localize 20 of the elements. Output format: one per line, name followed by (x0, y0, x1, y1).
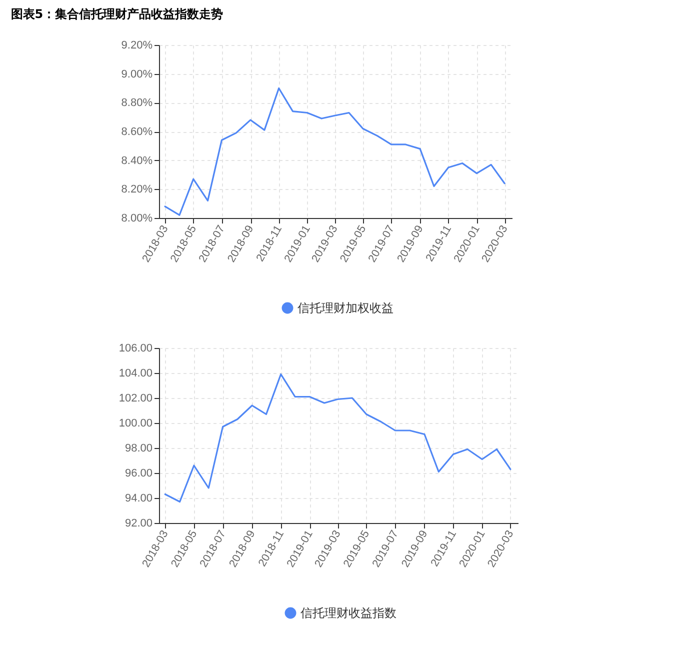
legend-label: 信托理财收益指数 (300, 606, 396, 620)
y-tick-label: 104.00 (118, 368, 152, 380)
y-tick-label: 8.60% (121, 126, 153, 138)
y-tick-label: 8.00% (121, 212, 153, 224)
line-series (164, 373, 512, 503)
line-series (164, 87, 506, 216)
y-tick-label: 9.00% (121, 68, 153, 80)
y-tick-label: 96.00 (124, 468, 152, 480)
y-tick-label: 8.40% (121, 154, 153, 167)
y-tick-label: 106.00 (118, 342, 152, 354)
y-tick-label: 8.20% (121, 184, 153, 196)
y-tick-label: 102.00 (118, 392, 152, 404)
y-tick-label: 98.00 (124, 442, 152, 454)
y-tick-label: 100.00 (118, 418, 152, 430)
y-tick-label: 94.00 (124, 492, 152, 504)
legend-label: 信托理财加权收益 (298, 301, 394, 315)
y-tick-label: 92.00 (124, 518, 152, 530)
y-tick-label: 8.80% (121, 97, 153, 110)
y-tick-label: 9.20% (121, 40, 153, 52)
chart-title: 图表5：集合信托理财产品收益指数走势 (10, 7, 224, 21)
